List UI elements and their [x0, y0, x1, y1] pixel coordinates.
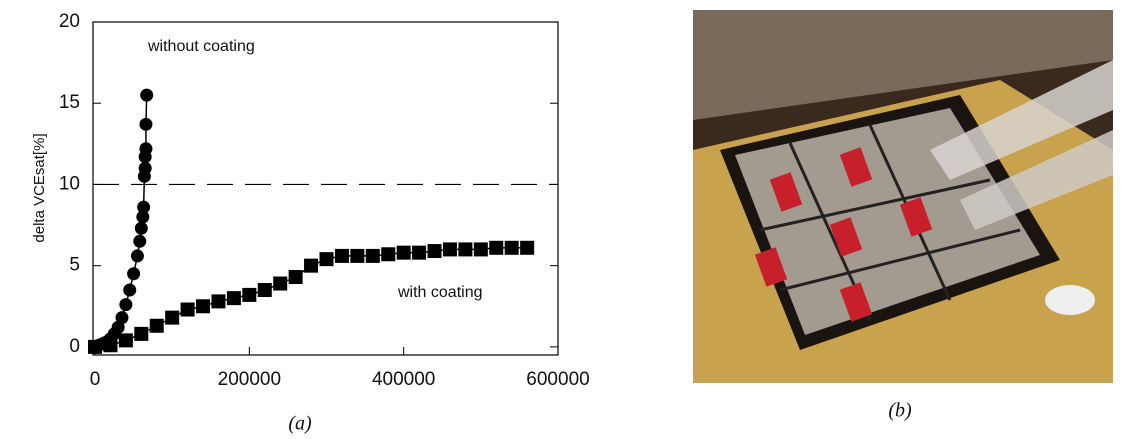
- point: [288, 270, 303, 285]
- point: [520, 240, 535, 255]
- point: [138, 161, 152, 175]
- point: [473, 242, 488, 257]
- point: [304, 258, 319, 273]
- point: [350, 248, 365, 263]
- point: [504, 240, 519, 255]
- point: [165, 310, 180, 325]
- point: [242, 287, 257, 302]
- point: [136, 210, 150, 224]
- caption: (b): [888, 400, 912, 422]
- point: [140, 88, 154, 102]
- point: [226, 291, 241, 306]
- y-tick-label: 0: [69, 336, 80, 357]
- point: [139, 117, 153, 131]
- point: [118, 333, 133, 348]
- point: [365, 248, 380, 263]
- series-label: without coating: [147, 38, 255, 55]
- point: [334, 248, 349, 263]
- point: [412, 245, 427, 260]
- point: [180, 302, 195, 317]
- point: [458, 242, 473, 257]
- point: [88, 339, 102, 354]
- point: [396, 245, 411, 260]
- photo: [693, 10, 1113, 383]
- point: [149, 318, 164, 333]
- point: [134, 221, 148, 235]
- point: [103, 338, 118, 353]
- plot-frame: [92, 21, 559, 356]
- point: [123, 283, 137, 297]
- point: [489, 240, 504, 255]
- y-tick-label: 10: [59, 173, 80, 194]
- y-axis-label: delta VCEsat[%]: [31, 133, 48, 242]
- y-tick-label: 20: [59, 11, 80, 32]
- point: [127, 267, 141, 281]
- point: [139, 142, 153, 156]
- point: [381, 247, 396, 262]
- point: [137, 200, 151, 214]
- point: [115, 311, 129, 325]
- point: [427, 244, 442, 259]
- series-label: with coating: [397, 284, 483, 301]
- y-tick-label: 5: [69, 255, 80, 276]
- point: [111, 320, 125, 334]
- point: [319, 252, 334, 267]
- x-tick-label: 400000: [372, 369, 435, 390]
- point: [196, 299, 211, 314]
- point: [134, 326, 149, 341]
- x-tick-label: 600000: [526, 369, 589, 390]
- y-tick-label: 15: [59, 92, 80, 113]
- point: [211, 294, 226, 309]
- point: [442, 242, 457, 257]
- caption: (a): [288, 413, 312, 435]
- point: [257, 283, 272, 298]
- x-tick-label: 200000: [218, 369, 281, 390]
- point: [119, 298, 133, 312]
- point: [133, 234, 147, 248]
- point: [273, 276, 288, 291]
- x-tick-label: 0: [90, 369, 101, 390]
- point: [130, 249, 144, 263]
